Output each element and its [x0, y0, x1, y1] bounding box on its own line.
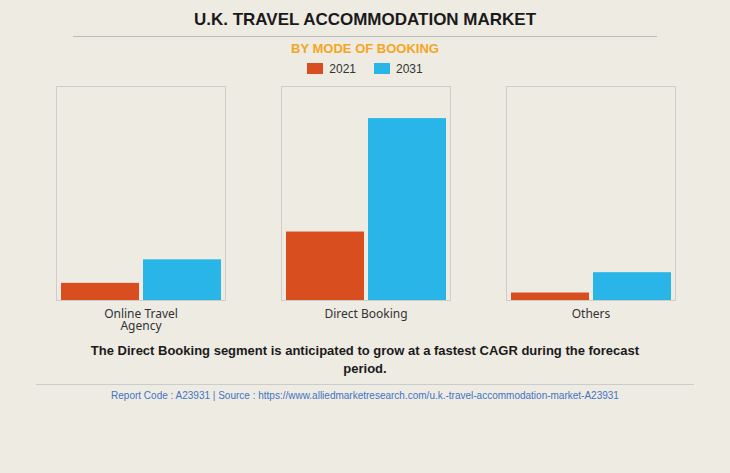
svg-text:Others: Others — [572, 305, 611, 322]
html-text:U.K. TRAVEL ACCOMMODATION MARK: U.K. TRAVEL ACCOMMODATION MARKET — [193, 10, 537, 29]
html-text:Report Code : A23931 | Source: Report Code : A23931 | Source : https://… — [111, 390, 619, 402]
html-text:The Direct Booking segment is: The Direct Booking segment is anticipate… — [90, 343, 640, 358]
html-text:period.: period. — [343, 361, 387, 377]
svg-text:Direct Booking: Direct Booking — [324, 305, 407, 322]
html-text:BY MODE OF BOOKING: BY MODE OF BOOKING — [291, 41, 439, 56]
svg-text:Online TravelAgency: Online TravelAgency — [104, 305, 178, 334]
html-text:2031: 2031 — [396, 62, 423, 76]
html-text:2021: 2021 — [329, 62, 356, 76]
